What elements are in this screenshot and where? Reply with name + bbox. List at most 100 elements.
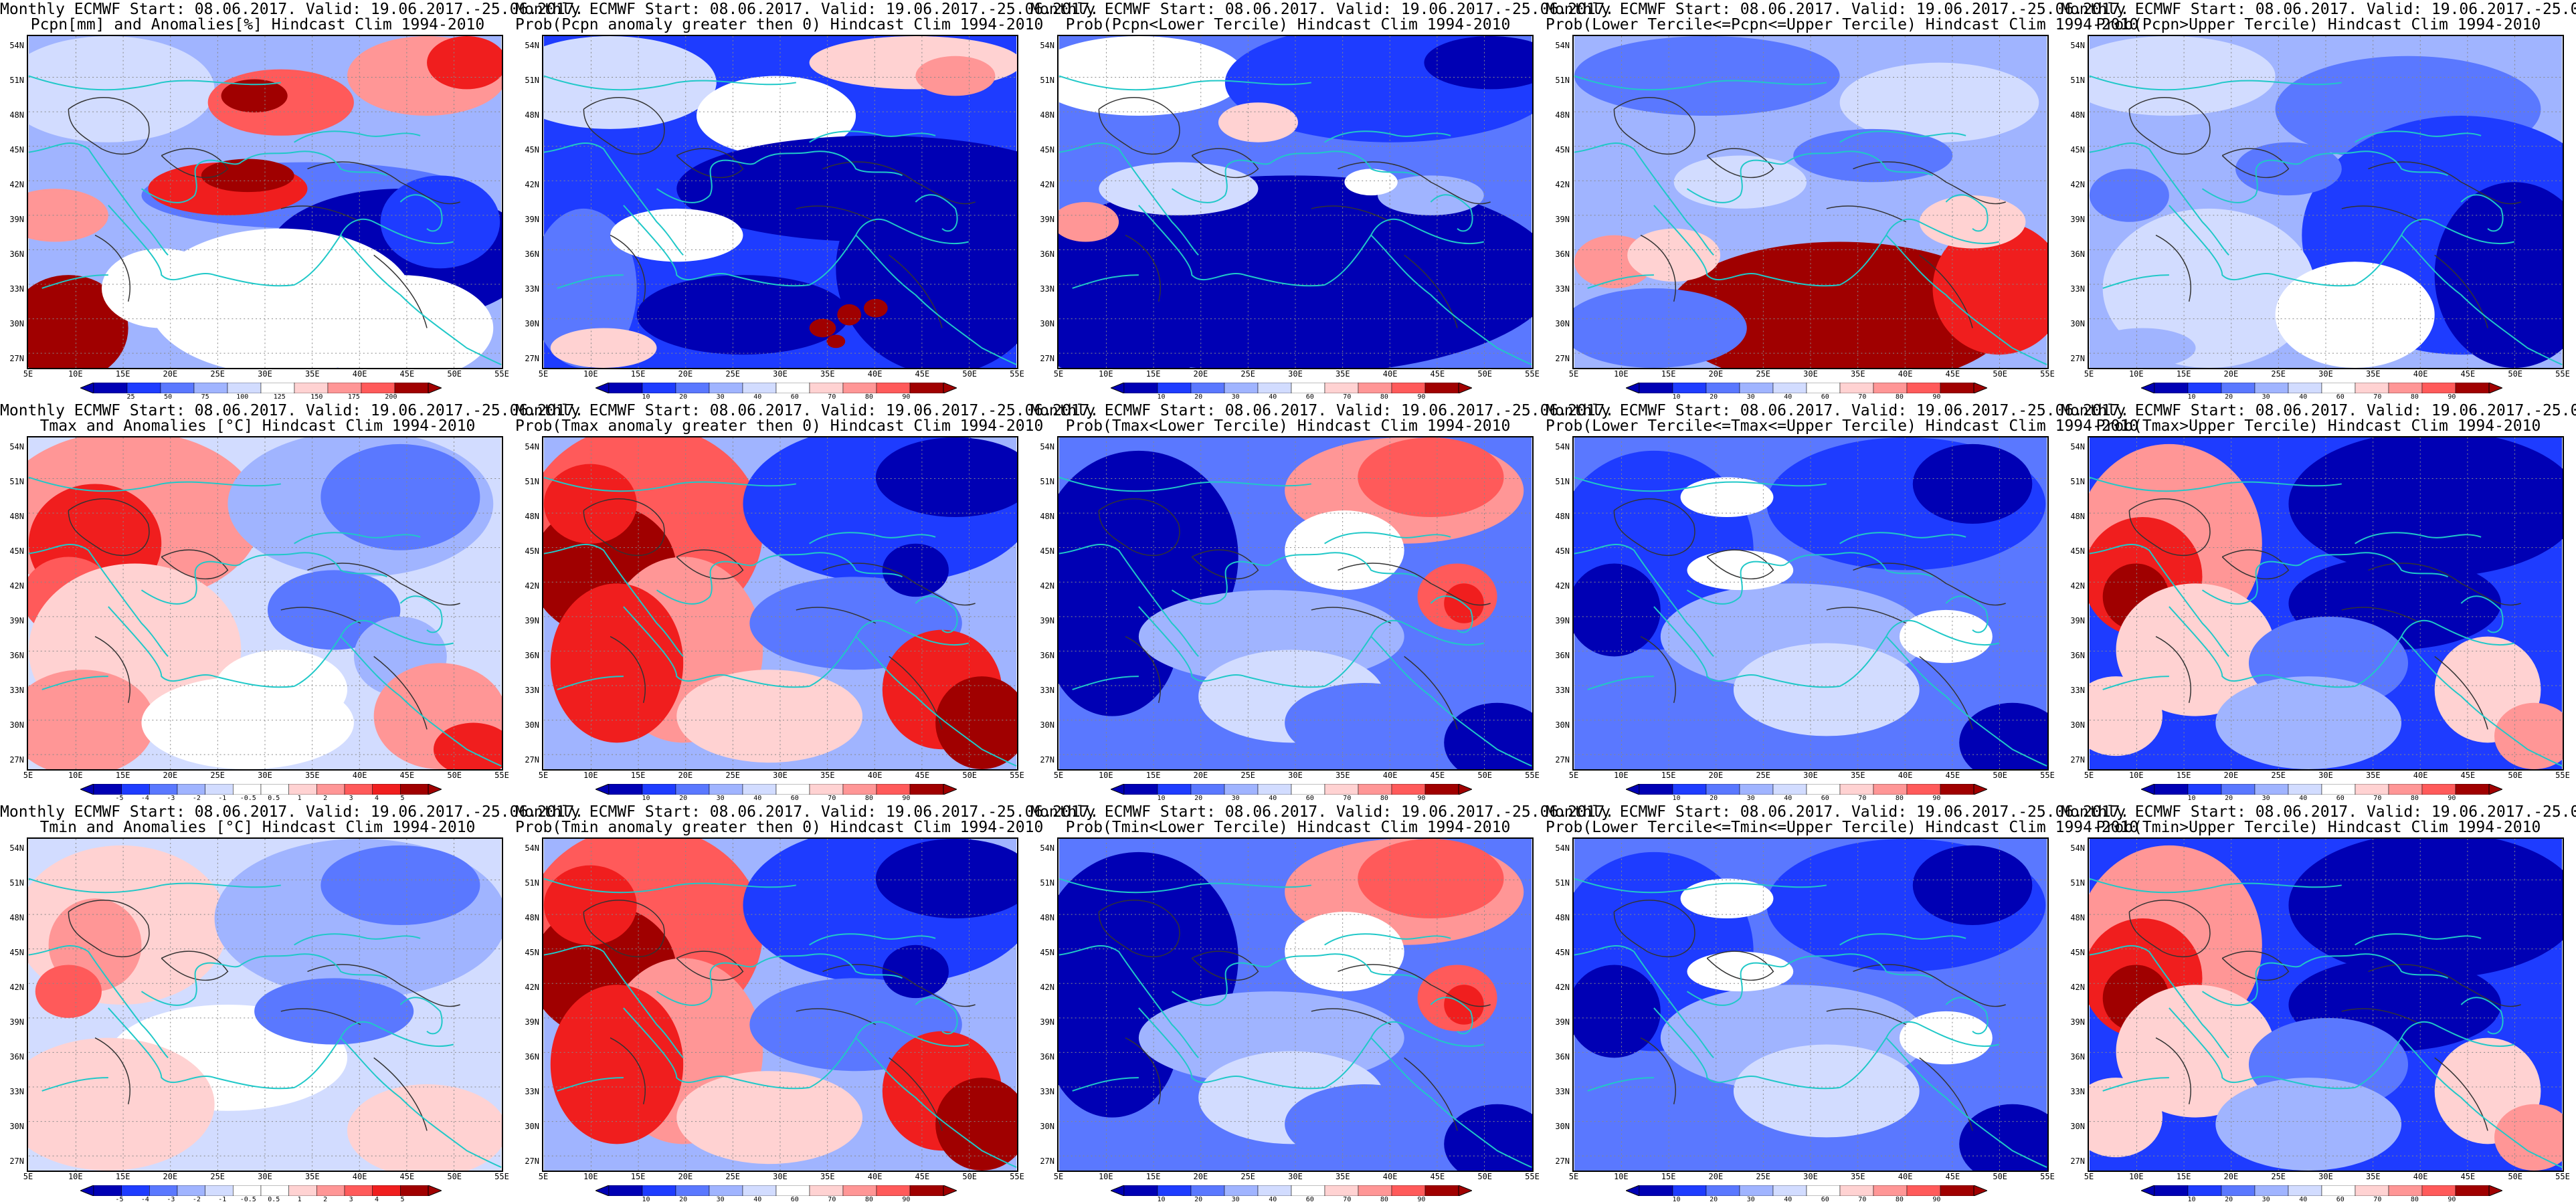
longitude-label: 10E: [1098, 771, 1113, 780]
colorbar-min-arrow: [595, 1185, 610, 1196]
contour-line: [280, 607, 361, 624]
latitude-label: 45N: [2070, 948, 2085, 957]
coastline: [543, 476, 796, 492]
longitude-label: 50E: [962, 771, 978, 780]
colorbar-max-arrow: [1973, 383, 1987, 393]
contour-line: [2221, 549, 2290, 580]
longitude-label: 5E: [1053, 1172, 1064, 1181]
contour-line: [583, 900, 665, 958]
coastline: [623, 1007, 810, 1090]
latitude-label: 42N: [1555, 180, 1570, 189]
map-panel: Monthly ECMWF Start: 08.06.2017. Valid: …: [2061, 401, 2576, 803]
colorbar-segment: [1291, 383, 1325, 393]
latitude-label: 54N: [525, 843, 539, 853]
map-canvas: [1574, 36, 2047, 368]
coastline: [543, 878, 796, 894]
colorbar-segment: [1873, 1185, 1908, 1196]
longitude-label: 55E: [1010, 1172, 1024, 1181]
latitude-label: 42N: [2070, 180, 2085, 189]
longitude-label: 50E: [1993, 369, 2008, 379]
colorbar-tick-label: 10: [1157, 795, 1166, 802]
colorbar-segment: [227, 383, 262, 393]
colorbar-tick-label: 75: [201, 393, 209, 401]
colorbar-tick-label: 30: [1746, 393, 1755, 401]
shaded-region: [1218, 102, 1298, 142]
colorbar-segment: [233, 1185, 262, 1196]
shaded-region: [1285, 683, 1445, 763]
shaded-region: [1444, 1104, 1532, 1171]
latitude-label: 51N: [525, 878, 539, 888]
colorbar-tick-label: 20: [679, 1196, 688, 1203]
colorbar-tick-label: 90: [2448, 795, 2456, 802]
map-area: [1057, 436, 1534, 771]
shaded-region: [1099, 162, 1259, 215]
latitude-label: 30N: [525, 720, 539, 730]
colorbar-tick-label: 40: [753, 393, 762, 401]
colorbar-tick-label: 40: [1269, 795, 1277, 802]
latitude-label: 27N: [9, 1157, 24, 1166]
colorbar-segment: [1672, 1185, 1707, 1196]
contour-line: [1706, 950, 1774, 981]
shaded-region: [1285, 912, 1404, 992]
longitude-label: 55E: [1010, 771, 1024, 780]
longitude-label: 25E: [1756, 369, 1771, 379]
colorbar-tick-label: 10: [642, 1196, 650, 1203]
contour-line: [373, 656, 428, 730]
contour-line: [2434, 1057, 2488, 1131]
longitude-label: 35E: [820, 1172, 835, 1181]
longitude-label: 25E: [1240, 369, 1256, 379]
shaded-region: [1687, 550, 1794, 591]
longitude-label: 55E: [1010, 369, 1024, 379]
shaded-region: [1912, 845, 2033, 925]
coastline: [1786, 953, 1933, 979]
colorbar-tick-label: 30: [2262, 393, 2270, 401]
coastline: [2460, 997, 2504, 1035]
contour-line: [1826, 607, 1907, 624]
longitude-label: 45E: [399, 1172, 415, 1181]
longitude-label: 15E: [2176, 369, 2191, 379]
colorbar-segment: [160, 383, 195, 393]
coastline: [1885, 234, 2047, 365]
latitude-label: 36N: [2070, 1052, 2085, 1062]
coastline: [399, 997, 443, 1035]
colorbar-tick-label: 80: [2410, 1196, 2419, 1203]
longitude-label: 25E: [725, 369, 741, 379]
longitude-label: 10E: [1098, 1172, 1113, 1181]
colorbar-segment: [2221, 1185, 2256, 1196]
shaded-region: [1733, 643, 1920, 736]
colorbar-segment: [608, 383, 643, 393]
colorbar-tick-label: 4: [375, 1196, 379, 1203]
coastline: [2460, 595, 2504, 633]
colorbar-tick-label: 90: [1417, 393, 1426, 401]
colorbar-segment: [1157, 1185, 1192, 1196]
longitude-label: 15E: [115, 1172, 130, 1181]
panel-header-line: Monthly ECMWF Start: 08.06.2017. Valid: …: [515, 803, 1099, 821]
longitude-label: 35E: [1850, 369, 1865, 379]
longitude-label: 15E: [1661, 1172, 1676, 1181]
longitude-label: 25E: [1756, 1172, 1771, 1181]
latitude-label: 30N: [2070, 720, 2085, 730]
colorbar-segment: [260, 784, 289, 795]
colorbar-segment: [642, 1185, 676, 1196]
shaded-region: [1919, 195, 2026, 249]
latitude-label: 27N: [2070, 354, 2085, 363]
colorbar: [1626, 784, 1987, 795]
colorbar-tick-label: 2: [323, 795, 328, 802]
longitude-label: 35E: [304, 1172, 320, 1181]
coastline: [240, 150, 387, 177]
colorbar-segment: [1123, 383, 1158, 393]
colorbar-max-arrow: [943, 784, 957, 795]
panel-title: Prob(Lower Tercile<=Tmax<=Upper Tercile)…: [1546, 417, 2139, 435]
colorbar-tick-label: 80: [2410, 795, 2419, 802]
latitude-label: 39N: [525, 1017, 539, 1027]
coastline: [2301, 552, 2448, 578]
coastline: [855, 1037, 1017, 1168]
longitude-label: 10E: [68, 369, 83, 379]
map-area: [2088, 436, 2564, 771]
coastline: [1072, 274, 1139, 289]
latitude-label: 39N: [1040, 1017, 1054, 1027]
colorbar-tick-label: 40: [2299, 795, 2308, 802]
coastline: [1171, 159, 1272, 203]
latitude-label: 27N: [1040, 755, 1054, 765]
latitude-label: 36N: [2070, 249, 2085, 259]
